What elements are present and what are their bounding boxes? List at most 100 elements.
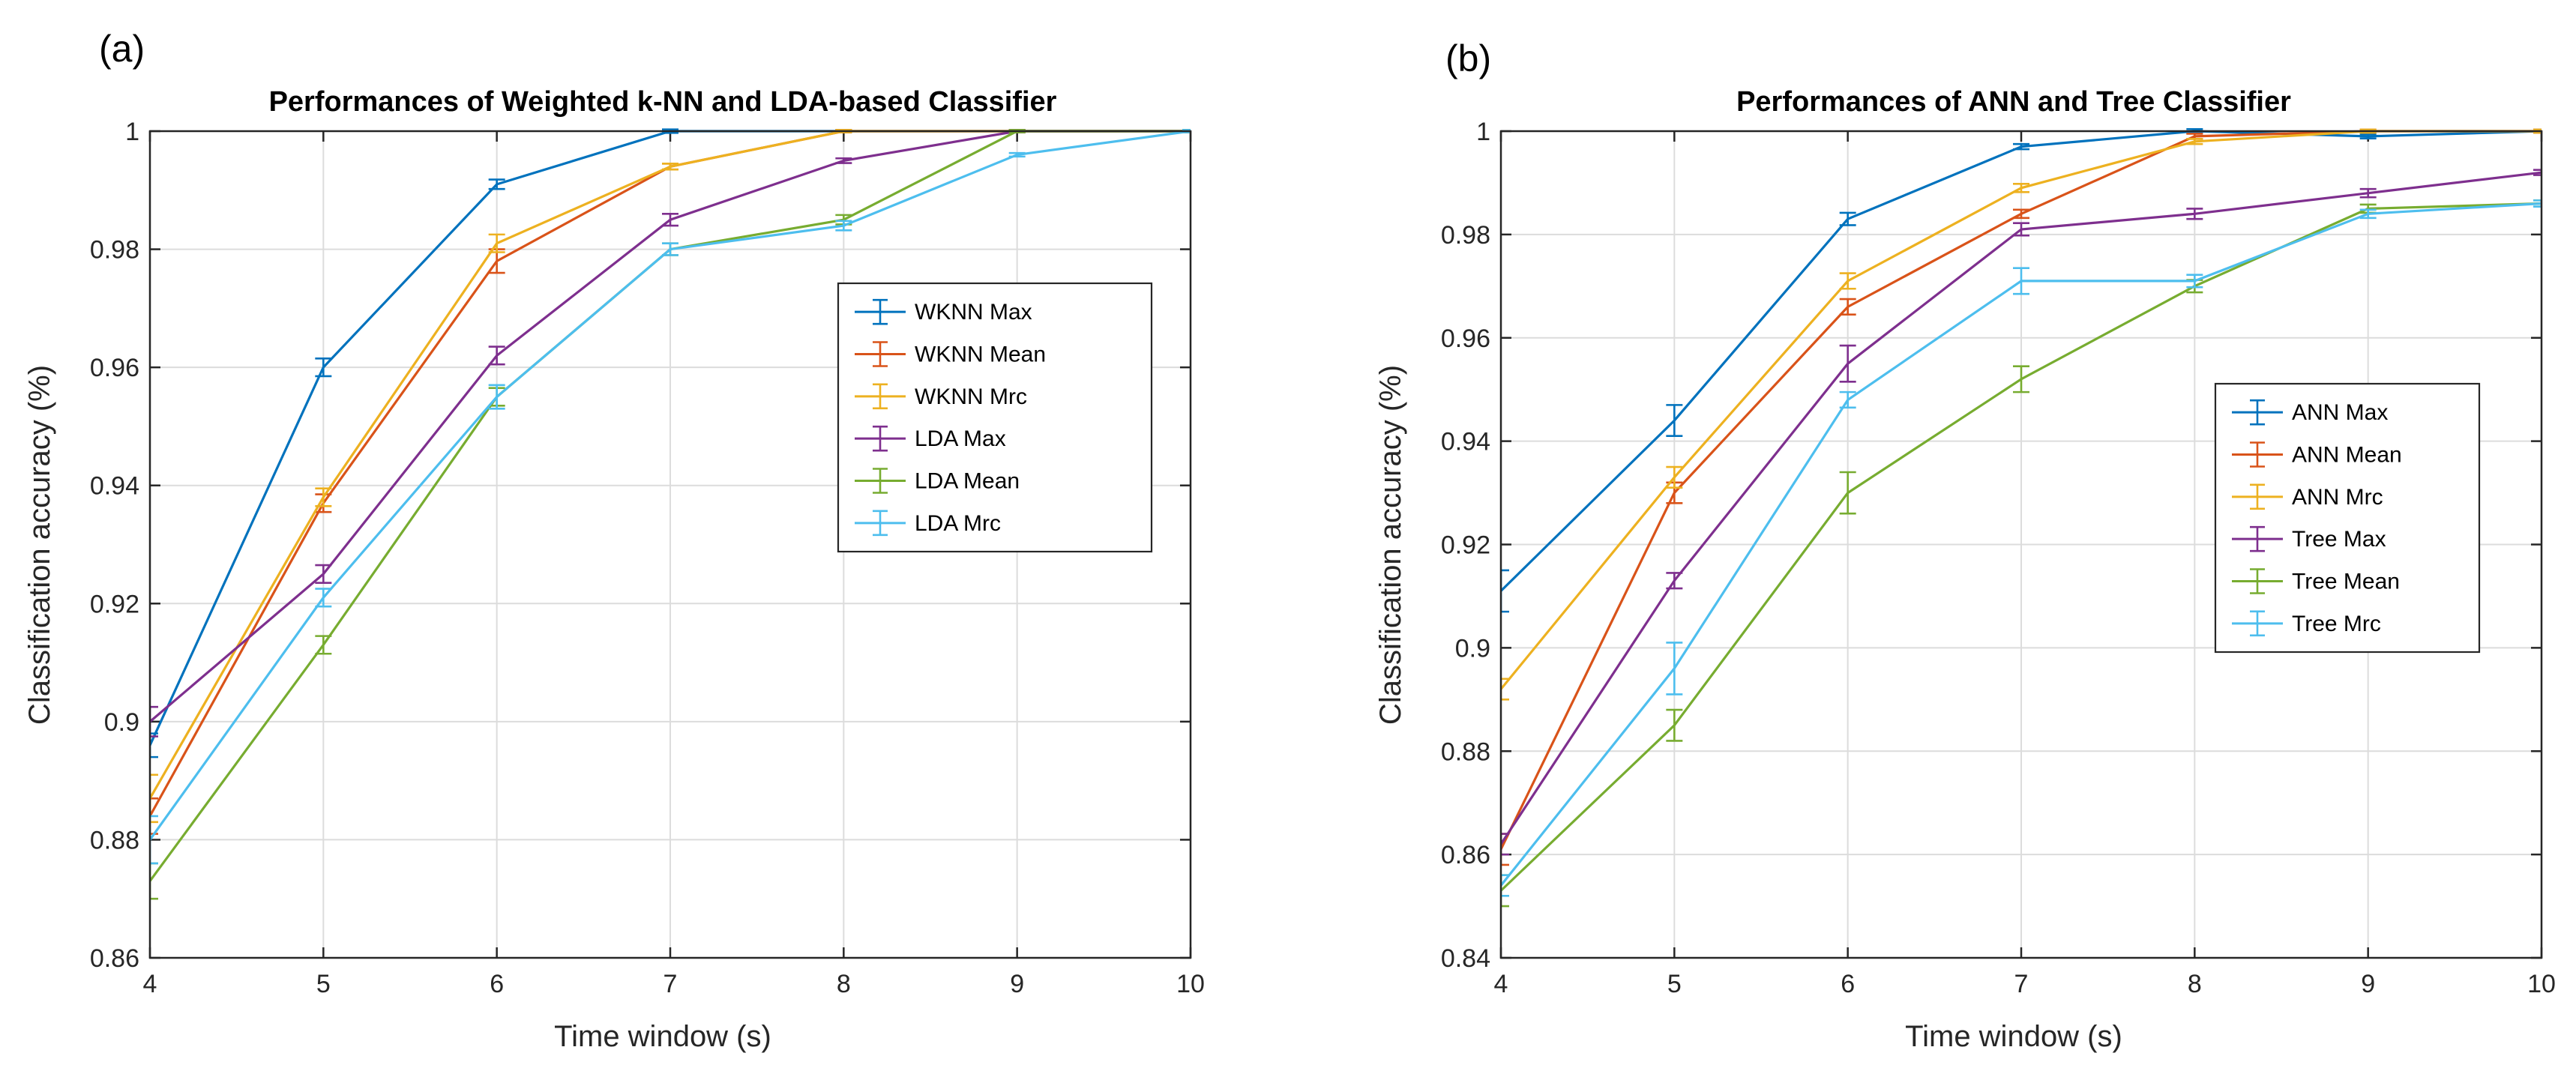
x-tick-label: 6 [1841,970,1855,998]
legend-item: Tree Mean [2232,568,2400,594]
legend-label: WKNN Mrc [915,384,1027,409]
error-bar [150,815,158,865]
legend-label: ANN Mrc [2292,485,2383,510]
error-bar [1839,298,1856,316]
error-bar [1501,833,1509,856]
error-bar [1839,211,1856,226]
legend-item: LDA Mrc [855,510,1001,537]
y-tick-label: 0.92 [1441,531,1490,560]
error-bar [1666,465,1683,489]
error-bar [2013,142,2029,151]
y-tick-label: 0.94 [90,472,139,501]
error-bar [2013,208,2029,220]
legend-item: ANN Mean [2232,441,2402,468]
legend: ANN Max ANN Mean ANN Mrc Tree Max Tree Mean T… [2214,382,2481,654]
x-tick-label: 7 [2014,970,2029,998]
error-bar [488,384,505,410]
legend-item: Tree Mrc [2232,610,2381,637]
series-group [1501,127,2542,908]
x-tick-label: 8 [2188,970,2202,998]
panel-label: (a) [99,28,145,70]
chart-panel-a: (a) Performances of Weighted k-NN and LD… [23,28,1205,1053]
y-tick-label: 0.98 [90,236,139,265]
error-bar [488,233,505,253]
panel-label: (b) [1445,37,1491,79]
legend-box [2214,382,2481,654]
y-tick-label: 0.88 [90,826,139,854]
error-bar [150,705,158,737]
error-bar [662,163,678,171]
error-bar [2013,222,2029,237]
y-tick-label: 0.86 [90,944,139,973]
error-bar [2533,199,2542,208]
x-tick-label: 7 [663,970,678,998]
legend-item: ANN Max [2232,399,2388,426]
x-tick-label: 9 [2361,970,2375,998]
error-bar [1666,642,1683,696]
legend-box [837,282,1153,553]
error-bar [1666,404,1683,438]
x-axis-label: Time window (s) [554,1020,771,1053]
legend-label: LDA Max [915,426,1006,451]
legend-label: Tree Max [2292,527,2386,552]
axis-box [1499,130,2543,959]
error-bar [150,773,158,824]
y-tick-label: 0.88 [1441,737,1490,766]
y-axis-label: Classification accuracy (%) [23,365,56,725]
error-bar [488,346,505,366]
chart-title: Performances of ANN and Tree Classifier [1736,86,2291,118]
error-bar [2533,128,2542,134]
x-tick-label: 4 [1494,970,1508,998]
error-bar [2186,208,2203,220]
error-bar [2359,208,2377,220]
y-tick-label: 0.96 [90,354,139,382]
y-tick-label: 0.9 [1455,634,1490,663]
x-tick-label: 9 [1010,970,1024,998]
error-bar [315,487,332,507]
error-bar [315,588,332,608]
error-bar [2359,187,2377,199]
legend-label: Tree Mrc [2292,612,2381,636]
y-axis-label: Classification accuracy (%) [1374,365,1407,725]
legend-item: LDA Mean [855,468,1020,494]
y-tick-label: 0.92 [90,590,139,618]
error-bar [2013,183,2029,193]
error-bar [1839,344,1856,383]
legend: WKNN Max WKNN Mean WKNN Mrc LDA Max LDA Mean… [837,282,1153,553]
error-bar [2533,169,2542,176]
x-tick-label: 8 [837,970,851,998]
legend-label: ANN Mean [2292,443,2402,468]
error-bar [1839,471,1856,515]
y-tick-label: 0.9 [104,708,139,737]
legend-label: LDA Mean [915,469,1020,494]
legend-item: Tree Max [2232,525,2386,552]
y-tick-label: 0.84 [1441,944,1490,973]
legend-item: WKNN Mrc [855,383,1027,410]
error-bar [150,732,158,758]
y-tick-label: 1 [125,118,139,146]
legend-label: WKNN Mean [915,343,1046,367]
legend-label: WKNN Max [915,300,1032,325]
error-bar [1839,272,1856,290]
x-axis-label: Time window (s) [1905,1020,2122,1053]
legend-label: LDA Mrc [915,511,1001,536]
error-bar [1008,151,1026,158]
error-bar [1666,572,1683,590]
error-bar [2186,138,2203,145]
error-bar [315,635,332,655]
error-bar [1666,708,1683,742]
error-bar [662,212,678,227]
error-bar [1182,129,1191,133]
legend-item: WKNN Mean [855,341,1046,367]
error-bar [315,564,332,585]
legend-label: ANN Max [2292,400,2388,425]
y-tick-label: 0.98 [1441,221,1490,250]
error-bar [2186,274,2203,289]
error-bar [315,357,332,378]
legend-item: WKNN Max [855,298,1032,325]
error-bar [2013,365,2029,393]
error-bar [835,157,852,164]
x-tick-label: 4 [143,970,157,998]
legend-item: LDA Max [855,425,1006,452]
